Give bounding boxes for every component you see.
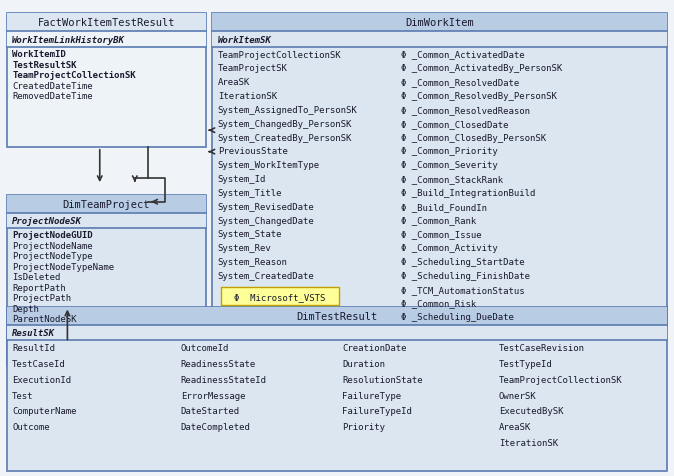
Text: ProjectNodeGUID: ProjectNodeGUID xyxy=(12,231,93,240)
Text: DimTeamProject: DimTeamProject xyxy=(63,199,150,209)
Text: ProjectNodeSK: ProjectNodeSK xyxy=(12,217,82,225)
Text: ReadinessStateId: ReadinessStateId xyxy=(181,375,267,384)
FancyBboxPatch shape xyxy=(7,307,667,471)
FancyBboxPatch shape xyxy=(7,32,206,48)
Text: DimTestResult: DimTestResult xyxy=(297,311,377,321)
Text: WorkItemID: WorkItemID xyxy=(12,50,66,59)
FancyBboxPatch shape xyxy=(7,195,206,367)
Text: System_WorkItemType: System_WorkItemType xyxy=(218,161,320,170)
Text: TestTypeId: TestTypeId xyxy=(499,359,553,368)
FancyBboxPatch shape xyxy=(7,325,667,340)
Text: Φ _Common_ResolvedBy_PersonSK: Φ _Common_ResolvedBy_PersonSK xyxy=(401,92,557,101)
Text: Φ _TCM_AutomationStatus: Φ _TCM_AutomationStatus xyxy=(401,285,525,294)
FancyBboxPatch shape xyxy=(7,213,206,228)
Text: OwnerSK: OwnerSK xyxy=(499,391,537,400)
Text: System_ChangedDate: System_ChangedDate xyxy=(218,216,315,225)
Text: Test: Test xyxy=(12,391,34,400)
Text: Φ _Common_ActivatedDate: Φ _Common_ActivatedDate xyxy=(401,50,525,60)
Text: Outcome: Outcome xyxy=(12,422,50,431)
FancyBboxPatch shape xyxy=(212,14,667,32)
Text: TestResultSK: TestResultSK xyxy=(12,60,77,69)
Text: TeamProjectCollectionSK: TeamProjectCollectionSK xyxy=(12,71,135,80)
Text: ComputerName: ComputerName xyxy=(12,407,77,416)
Text: Φ _Common_Risk: Φ _Common_Risk xyxy=(401,299,477,308)
Text: ParentNodeSK: ParentNodeSK xyxy=(12,315,77,324)
FancyBboxPatch shape xyxy=(7,195,206,213)
Text: Φ _Common_Activity: Φ _Common_Activity xyxy=(401,244,498,253)
Text: System_State: System_State xyxy=(218,230,282,239)
Text: ResolutionState: ResolutionState xyxy=(342,375,423,384)
Text: FactWorkItemTestResult: FactWorkItemTestResult xyxy=(37,19,175,28)
Text: ProjectNodeName: ProjectNodeName xyxy=(12,241,93,250)
FancyBboxPatch shape xyxy=(7,14,206,32)
Text: System_Reason: System_Reason xyxy=(218,258,288,267)
Text: Φ _Common_ActivatedBy_PersonSK: Φ _Common_ActivatedBy_PersonSK xyxy=(401,64,562,73)
Text: Φ _Common_ClosedDate: Φ _Common_ClosedDate xyxy=(401,119,509,129)
Text: Φ _Build_FoundIn: Φ _Build_FoundIn xyxy=(401,202,487,211)
Text: OutcomeId: OutcomeId xyxy=(181,344,229,353)
Text: System_ChangedBy_PersonSK: System_ChangedBy_PersonSK xyxy=(218,119,352,129)
Text: Φ _Common_ResolvedDate: Φ _Common_ResolvedDate xyxy=(401,78,520,87)
Text: ProjectPath: ProjectPath xyxy=(12,294,71,303)
Text: Φ _Build_IntegrationBuild: Φ _Build_IntegrationBuild xyxy=(401,188,535,198)
FancyBboxPatch shape xyxy=(7,14,206,148)
Text: DimWorkItem: DimWorkItem xyxy=(405,19,474,28)
FancyBboxPatch shape xyxy=(221,288,339,306)
Text: Φ  Microsoft_VSTS: Φ Microsoft_VSTS xyxy=(235,292,326,301)
Text: FailureType: FailureType xyxy=(342,391,402,400)
Text: Φ _Common_ResolvedReason: Φ _Common_ResolvedReason xyxy=(401,106,530,115)
Text: Φ _Common_Severity: Φ _Common_Severity xyxy=(401,161,498,170)
Text: TeamProjectCollectionSK: TeamProjectCollectionSK xyxy=(499,375,622,384)
Text: FailureTypeId: FailureTypeId xyxy=(342,407,412,416)
Text: WorkItemSK: WorkItemSK xyxy=(218,36,272,44)
Text: Φ _Common_ClosedBy_PersonSK: Φ _Common_ClosedBy_PersonSK xyxy=(401,133,546,142)
FancyBboxPatch shape xyxy=(212,32,667,48)
Text: Φ _Scheduling_FinishDate: Φ _Scheduling_FinishDate xyxy=(401,271,530,280)
Text: CreatedDateTime: CreatedDateTime xyxy=(12,81,93,90)
Text: ErrorMessage: ErrorMessage xyxy=(181,391,245,400)
Text: IterationSK: IterationSK xyxy=(499,438,558,447)
Text: System_Id: System_Id xyxy=(218,175,266,184)
Text: IsDeleted: IsDeleted xyxy=(12,273,61,282)
Text: TeamProjectCollectionSK: TeamProjectCollectionSK xyxy=(218,50,341,60)
Text: Priority: Priority xyxy=(342,422,386,431)
Text: PreviousState: PreviousState xyxy=(218,147,288,156)
Text: ResultId: ResultId xyxy=(12,344,55,353)
Text: Φ _Common_Priority: Φ _Common_Priority xyxy=(401,147,498,156)
Text: System_Rev: System_Rev xyxy=(218,244,272,253)
Text: System_Title: System_Title xyxy=(218,188,282,198)
Text: Duration: Duration xyxy=(342,359,386,368)
Text: System_AssignedTo_PersonSK: System_AssignedTo_PersonSK xyxy=(218,106,357,115)
Text: TestCaseId: TestCaseId xyxy=(12,359,66,368)
Text: System_RevisedDate: System_RevisedDate xyxy=(218,202,315,211)
FancyBboxPatch shape xyxy=(7,307,667,325)
Text: IterationSK: IterationSK xyxy=(218,92,277,101)
Text: ProjectNodeTypeName: ProjectNodeTypeName xyxy=(12,262,115,271)
Text: System_CreatedDate: System_CreatedDate xyxy=(218,271,315,280)
Text: TestCaseRevision: TestCaseRevision xyxy=(499,344,585,353)
Text: Φ _Common_Rank: Φ _Common_Rank xyxy=(401,216,477,225)
Text: DateStarted: DateStarted xyxy=(181,407,240,416)
Text: CreationDate: CreationDate xyxy=(342,344,407,353)
Text: ResultSK: ResultSK xyxy=(12,328,55,337)
Text: ProjectNodeType: ProjectNodeType xyxy=(12,252,93,261)
Text: WorkItemLinkHistoryBK: WorkItemLinkHistoryBK xyxy=(12,36,125,44)
Text: Depth: Depth xyxy=(12,304,39,313)
Text: AreaSK: AreaSK xyxy=(218,78,250,87)
FancyBboxPatch shape xyxy=(212,14,667,326)
Text: Φ _Common_StackRank: Φ _Common_StackRank xyxy=(401,175,503,184)
Text: AreaSK: AreaSK xyxy=(499,422,531,431)
Text: DateCompleted: DateCompleted xyxy=(181,422,251,431)
Text: Φ _Common_Issue: Φ _Common_Issue xyxy=(401,230,482,239)
Text: ExecutedBySK: ExecutedBySK xyxy=(499,407,563,416)
Text: ReportPath: ReportPath xyxy=(12,283,66,292)
Text: RemovedDateTime: RemovedDateTime xyxy=(12,92,93,101)
Text: Φ _Scheduling_StartDate: Φ _Scheduling_StartDate xyxy=(401,258,525,267)
Text: TeamProjectSK: TeamProjectSK xyxy=(218,64,288,73)
Text: ReadinessState: ReadinessState xyxy=(181,359,256,368)
Text: ExecutionId: ExecutionId xyxy=(12,375,71,384)
Text: Φ _Scheduling_DueDate: Φ _Scheduling_DueDate xyxy=(401,313,514,322)
Text: System_CreatedBy_PersonSK: System_CreatedBy_PersonSK xyxy=(218,133,352,142)
